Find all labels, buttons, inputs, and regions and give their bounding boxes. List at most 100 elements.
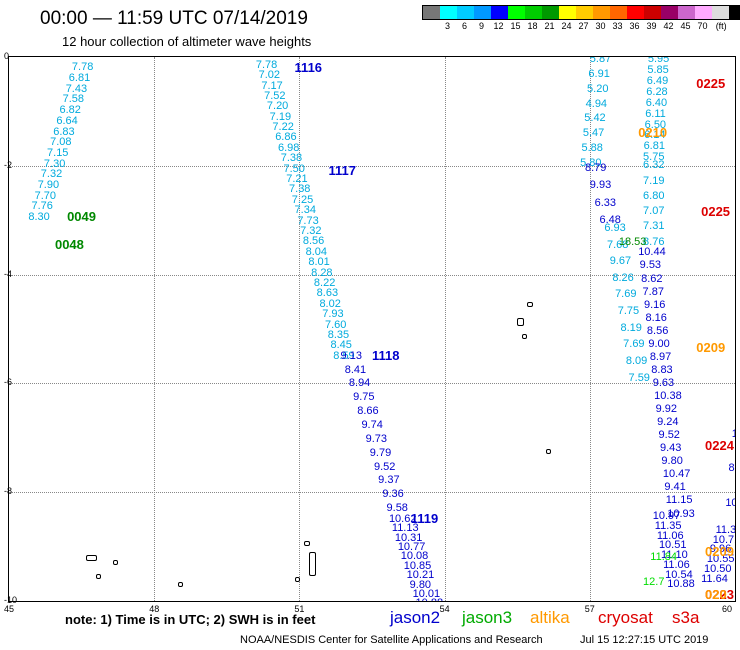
wave-height-value: 7.20 — [266, 100, 289, 113]
wave-height-value: 6.32 — [643, 159, 665, 172]
grid-line-horizontal — [9, 383, 735, 385]
legend-entry-s3a: s3a — [672, 608, 700, 627]
wave-height-value: 8.62 — [641, 272, 663, 285]
wave-height-value: 6.91 — [588, 68, 610, 81]
wave-height-value: 7.69 — [615, 288, 637, 301]
wave-height-value: 11.84 — [650, 551, 678, 564]
wave-height-value: 7.73 — [297, 214, 319, 227]
wave-height-value: 8.94 — [348, 377, 371, 390]
color-scale-tick: 30 — [595, 21, 606, 31]
wave-height-value: 7.43 — [65, 82, 88, 95]
wave-height-value: 9.75 — [353, 391, 375, 404]
map-plot-area[interactable]: 7.78 6.81 7.43 7.58 6.82 6.64 6.83 7.08 7.15 7.30… — [8, 56, 736, 602]
pass-time-label: 0049 — [67, 209, 96, 225]
color-scale-unit: (ft) — [715, 21, 727, 31]
wave-height-value: 7.31 — [643, 220, 665, 233]
wave-height-value: 10.38 — [654, 390, 682, 403]
wave-height-value: 5.95 — [647, 56, 670, 66]
island-outline — [309, 552, 317, 577]
wave-height-value: 11.13 — [391, 522, 419, 535]
wave-height-value: 6.64 — [56, 114, 78, 127]
wave-height-value: 7.17 — [261, 79, 283, 92]
wave-height-value: 9.13 — [340, 349, 362, 362]
color-swatch — [661, 6, 678, 19]
wave-height-value: 8.16 — [645, 311, 667, 324]
wave-height-value: 10.31 — [394, 531, 423, 544]
wave-height-value: 7.38 — [289, 183, 311, 196]
wave-height-value: 6.81 — [643, 140, 665, 153]
color-swatch — [508, 6, 525, 19]
x-tick-label: 51 — [294, 604, 305, 614]
color-swatch — [576, 6, 593, 19]
wave-height-value: 8.09 — [625, 354, 648, 367]
wave-height-value: 11.35 — [715, 523, 736, 536]
color-swatch — [457, 6, 474, 19]
wave-height-value: 6.50 — [644, 118, 667, 131]
wave-height-value: 8.41 — [344, 363, 367, 376]
y-tick-label: -8 — [4, 486, 13, 497]
color-swatch — [559, 6, 576, 19]
legend-entry-altika: altika — [530, 608, 570, 627]
wave-height-value: 8.28 — [311, 266, 333, 279]
wave-height-value: 8.22 — [313, 277, 336, 289]
color-scale-swatches — [422, 5, 740, 20]
wave-height-value: 12.7 — [643, 575, 665, 588]
wave-height-value: 8.59 — [333, 349, 355, 362]
wave-height-value: 5.20 — [587, 82, 609, 95]
pass-time-label: 1118 — [372, 348, 400, 364]
wave-height-value: 11.06 — [656, 529, 684, 542]
wave-height-value: 5.75 — [643, 151, 665, 164]
wave-height-value: 6.48 — [599, 213, 621, 226]
wave-height-value: 9.37 — [378, 474, 400, 487]
wave-height-value: 6.11 — [645, 107, 666, 120]
wave-height-value: 8.02 — [319, 297, 341, 310]
island-outline — [96, 573, 102, 579]
wave-height-value: 6.82 — [59, 104, 81, 117]
legend-entry-cryosat: cryosat — [598, 608, 653, 627]
wave-height-value: 7.02 — [258, 69, 281, 82]
legend-entry-jason2: jason2 — [390, 608, 441, 627]
wave-height-value: 6.93 — [604, 221, 626, 234]
pass-time-label: 0225 — [696, 76, 726, 92]
wave-height-value: 8.76 — [643, 235, 665, 248]
wave-height-value: 10.88 — [416, 598, 444, 601]
color-scale-tick: 12 — [493, 21, 504, 31]
island-outline — [522, 334, 528, 340]
wave-height-value: 8.56 — [302, 235, 325, 248]
wave-height-value: 10 — [732, 428, 735, 440]
wave-height-value: 10.88 — [667, 578, 695, 591]
wave-height-value: 11.15 — [665, 494, 693, 507]
wave-height-value: 6.83 — [53, 125, 75, 138]
color-swatch — [474, 6, 491, 19]
grid-line-vertical — [299, 57, 301, 601]
island-outline — [178, 581, 184, 587]
wave-height-value: 7.93 — [322, 308, 344, 321]
island-outline — [517, 318, 525, 327]
wave-height-value: 9.53 — [639, 259, 662, 272]
color-swatch — [593, 6, 610, 19]
wave-height-value: 9.43 — [659, 442, 682, 455]
wave-height-value: 7.70 — [34, 189, 56, 202]
wave-height-value: 5.42 — [584, 112, 606, 125]
grid-line-vertical — [444, 57, 446, 601]
wave-height-value: 8.56 — [646, 324, 669, 337]
wave-height-value: 7.08 — [50, 136, 72, 149]
color-scale-ticks: 3 6 9 12 15 18 21 24 27 30 33 36 39 42 45 70 (ft) — [422, 20, 740, 34]
wave-height-value: 9.00 — [648, 337, 670, 350]
wave-height-value: 9.73 — [365, 432, 388, 445]
wave-height-value: 7.90 — [37, 178, 60, 191]
wave-height-value: 7.78 — [255, 58, 278, 71]
wave-height-value: 6.33 — [594, 196, 617, 209]
color-scale-tick: 6 — [461, 21, 468, 31]
wave-height-value: 5.80 — [580, 156, 602, 169]
page-subtitle: 12 hour collection of altimeter wave hei… — [62, 34, 312, 49]
color-swatch — [695, 6, 712, 19]
wave-height-value: 8.79 — [584, 162, 607, 175]
wave-height-value: 7.19 — [643, 174, 665, 187]
island-outline — [294, 576, 300, 582]
wave-height-value: 8.83 — [651, 363, 673, 376]
wave-height-value: 7.32 — [300, 225, 322, 238]
wave-height-value: 9.80 — [409, 578, 432, 591]
pass-time-label: 0209 — [705, 543, 734, 559]
color-swatch — [423, 6, 440, 19]
